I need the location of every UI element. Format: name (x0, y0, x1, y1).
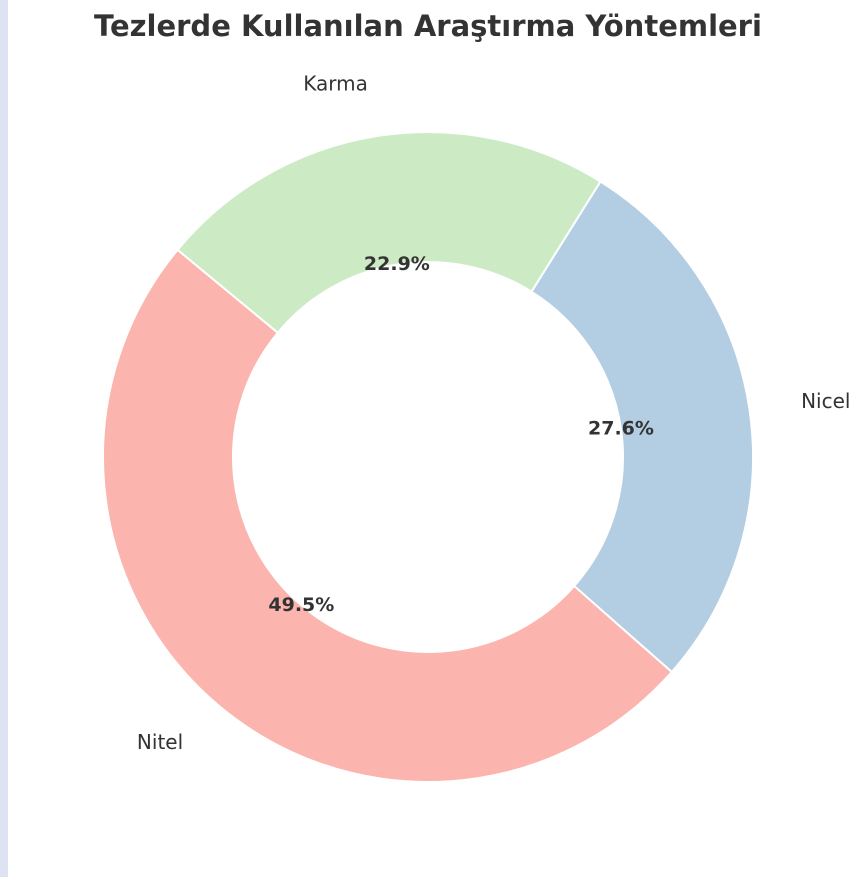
side-strip (0, 0, 8, 877)
value-label: 22.9% (364, 253, 430, 275)
slice-label: Nitel (137, 730, 183, 754)
value-label: 49.5% (268, 594, 334, 616)
slice (176, 131, 602, 335)
slice (530, 180, 754, 674)
slice-label: Karma (303, 71, 368, 95)
value-label: 27.6% (588, 417, 654, 439)
slice-label: Nicel (801, 389, 850, 413)
slice (102, 248, 674, 783)
chart-title: Tezlerde Kullanılan Araştırma Yöntemleri (94, 9, 762, 43)
